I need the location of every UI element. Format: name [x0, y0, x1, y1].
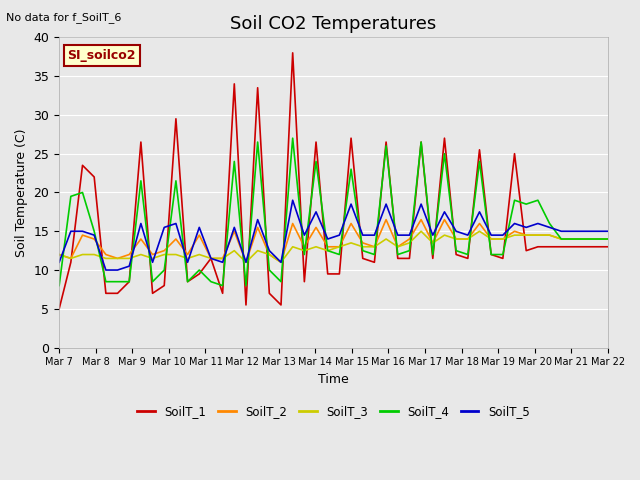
Text: No data for f_SoilT_6: No data for f_SoilT_6 — [6, 12, 122, 23]
Legend: SoilT_1, SoilT_2, SoilT_3, SoilT_4, SoilT_5: SoilT_1, SoilT_2, SoilT_3, SoilT_4, Soil… — [132, 400, 534, 422]
Title: Soil CO2 Temperatures: Soil CO2 Temperatures — [230, 15, 436, 33]
Text: SI_soilco2: SI_soilco2 — [67, 49, 136, 62]
Y-axis label: Soil Temperature (C): Soil Temperature (C) — [15, 128, 28, 257]
X-axis label: Time: Time — [318, 373, 349, 386]
